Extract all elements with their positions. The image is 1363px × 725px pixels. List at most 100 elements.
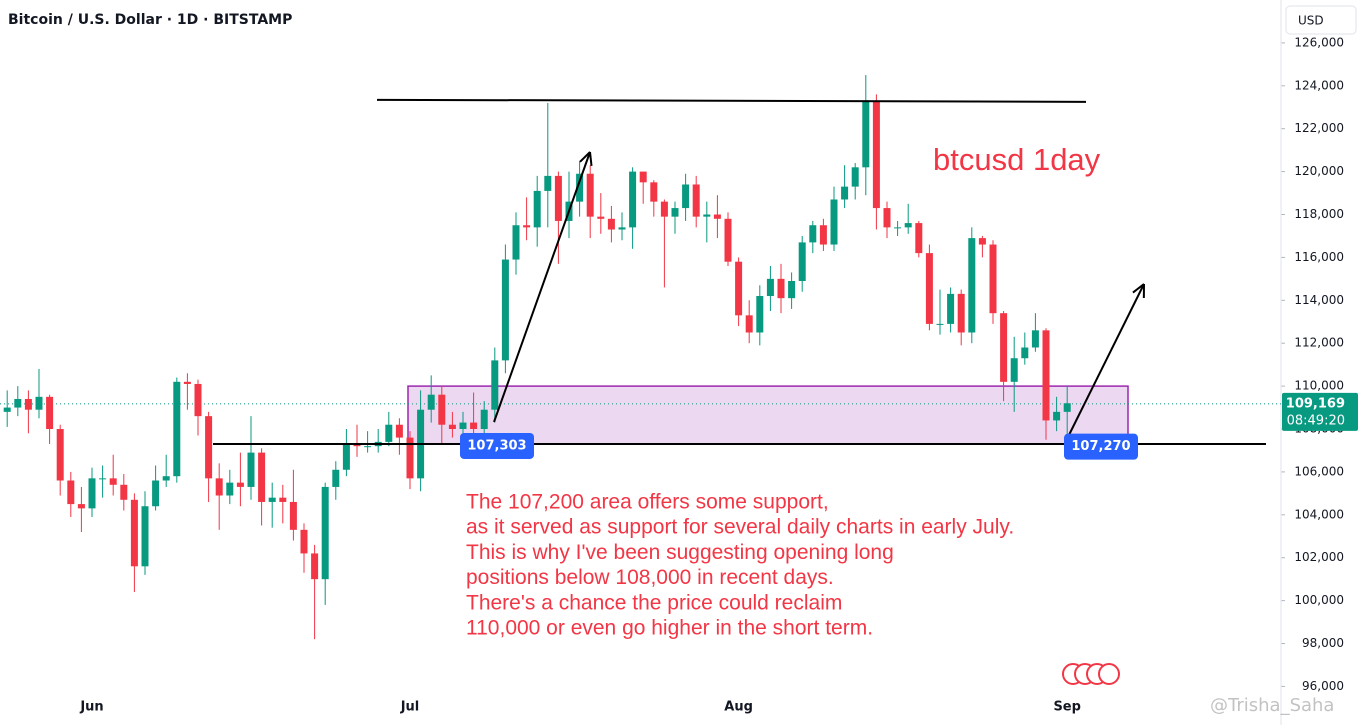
candle-body [597, 216, 605, 219]
candle-body [448, 424, 456, 430]
candle-body [925, 253, 933, 324]
currency-box [1285, 5, 1357, 35]
x-tick-label: Aug [724, 700, 753, 715]
candle-body [576, 173, 584, 202]
annotation-line: There's a chance the price could reclaim [466, 591, 842, 614]
candle-body [703, 214, 711, 217]
candle-body [3, 407, 11, 412]
candle-body [1031, 330, 1039, 348]
y-tick-label: 110,000 [1294, 379, 1344, 393]
annotation-line: This is why I've been suggesting opening… [466, 541, 894, 564]
arrow [1065, 283, 1145, 442]
candle-body [268, 497, 276, 502]
candle-body [745, 315, 753, 333]
y-tick-label: 116,000 [1294, 250, 1344, 264]
y-tick-label: 100,000 [1294, 593, 1344, 607]
candle-body [830, 199, 838, 245]
candle-body [650, 182, 658, 202]
arrow [493, 151, 591, 423]
candle-body [947, 293, 955, 324]
candle-body [77, 504, 85, 509]
candle-body [809, 225, 817, 243]
candle-body [533, 190, 541, 228]
candle-body [480, 409, 488, 430]
candle-body [989, 244, 997, 314]
y-tick-label: 106,000 [1294, 464, 1344, 478]
annotation-line: positions below 108,000 in recent days. [466, 566, 834, 589]
candle-body [173, 381, 181, 477]
price-tag [460, 432, 534, 459]
candle-body [766, 278, 774, 297]
y-tick-label: 126,000 [1294, 35, 1344, 49]
watermark: @Trisha_Saha [1210, 695, 1334, 716]
candle-body [1063, 403, 1071, 412]
candle-body [109, 478, 117, 485]
candle-body [332, 469, 340, 487]
annotation-line: as it served as support for several dail… [466, 516, 1014, 539]
y-tick-label: 104,000 [1294, 507, 1344, 521]
currency: USD [1298, 14, 1324, 28]
resistance-line [376, 98, 1087, 103]
last-price-label: 109,169 [1286, 396, 1345, 411]
candle-body [904, 223, 912, 228]
candle-body [46, 396, 54, 430]
candle-body [385, 424, 393, 442]
candle-body [364, 446, 372, 448]
candle-body [978, 238, 986, 245]
candle-body [194, 383, 202, 417]
arrow-head [579, 151, 591, 163]
candle-body [35, 396, 43, 410]
candle-body [88, 478, 96, 509]
x-tick-label: Jul [400, 700, 420, 715]
chart-title: Bitcoin / U.S. Dollar · 1D · BITSTAMP [8, 12, 292, 28]
annotation-title: btcusd 1day [933, 142, 1101, 177]
candle-body [183, 381, 191, 384]
candle-body [819, 225, 827, 245]
candle-body [841, 186, 849, 200]
price-tag-label: 107,270 [1071, 439, 1130, 454]
candle-body [872, 100, 880, 209]
y-tick-label: 120,000 [1294, 164, 1344, 178]
candle-body [501, 259, 509, 361]
candle-body [1021, 347, 1029, 359]
annotation-line: 110,000 or even go higher in the short t… [466, 617, 873, 640]
candle-body [862, 100, 870, 168]
candle-body [215, 478, 223, 496]
candle-body [438, 394, 446, 425]
candle-body [756, 296, 764, 333]
candle-body [523, 225, 531, 228]
candle-body [205, 416, 213, 479]
candle-body [24, 398, 32, 410]
candle-body [236, 482, 244, 487]
y-tick-label: 122,000 [1294, 121, 1344, 135]
y-tick-label: 98,000 [1302, 636, 1344, 650]
price-tag [1064, 433, 1138, 460]
candle-body [67, 480, 75, 505]
candle-body [300, 529, 308, 554]
candle-body [321, 486, 329, 580]
y-tick-label: 114,000 [1294, 293, 1344, 307]
candle-body [130, 499, 138, 567]
candle-body [629, 171, 637, 228]
flag-icon [1098, 663, 1120, 685]
candle-body [544, 175, 552, 191]
candle-body [692, 184, 700, 217]
candle-body [671, 208, 679, 217]
candle-body [162, 476, 170, 481]
y-tick-label: 118,000 [1294, 207, 1344, 221]
candle-body [152, 480, 160, 507]
candle-body [618, 227, 626, 230]
candle-body [724, 218, 732, 262]
candle-body [279, 497, 287, 502]
candle-body [777, 278, 785, 299]
countdown: 08:49:20 [1287, 413, 1345, 428]
candle-body [56, 429, 64, 481]
candle-body [894, 227, 902, 229]
candle-body [607, 218, 615, 230]
y-tick-label: 102,000 [1294, 550, 1344, 564]
candle-body [1053, 411, 1061, 421]
y-tick-label: 96,000 [1302, 679, 1344, 693]
annotation-line: The 107,200 area offers some support, [466, 491, 829, 514]
